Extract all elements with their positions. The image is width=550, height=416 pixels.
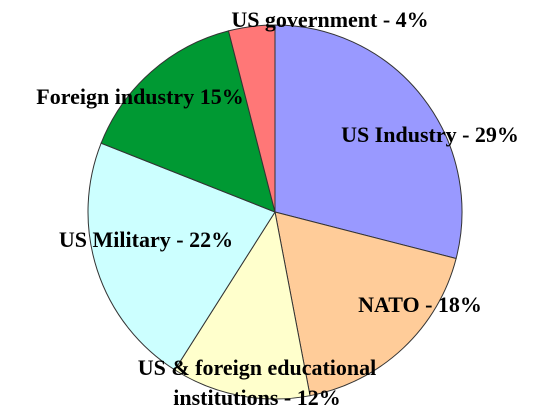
slice-label: US Military - 22% xyxy=(58,227,234,252)
slice-label: Foreign industry 15% xyxy=(36,84,244,109)
pie-slice xyxy=(87,142,276,371)
pie-slice xyxy=(174,210,311,400)
pie-slice xyxy=(274,211,457,397)
slice-label: US government - 4% xyxy=(231,7,429,32)
pie-slice xyxy=(100,30,276,213)
pie-slice xyxy=(274,24,463,260)
slice-label: NATO - 18% xyxy=(358,292,482,317)
pie-slice xyxy=(227,24,276,213)
slice-label: US Industry - 29% xyxy=(341,122,519,147)
slice-label: US & foreign educational institutions - … xyxy=(137,355,377,410)
